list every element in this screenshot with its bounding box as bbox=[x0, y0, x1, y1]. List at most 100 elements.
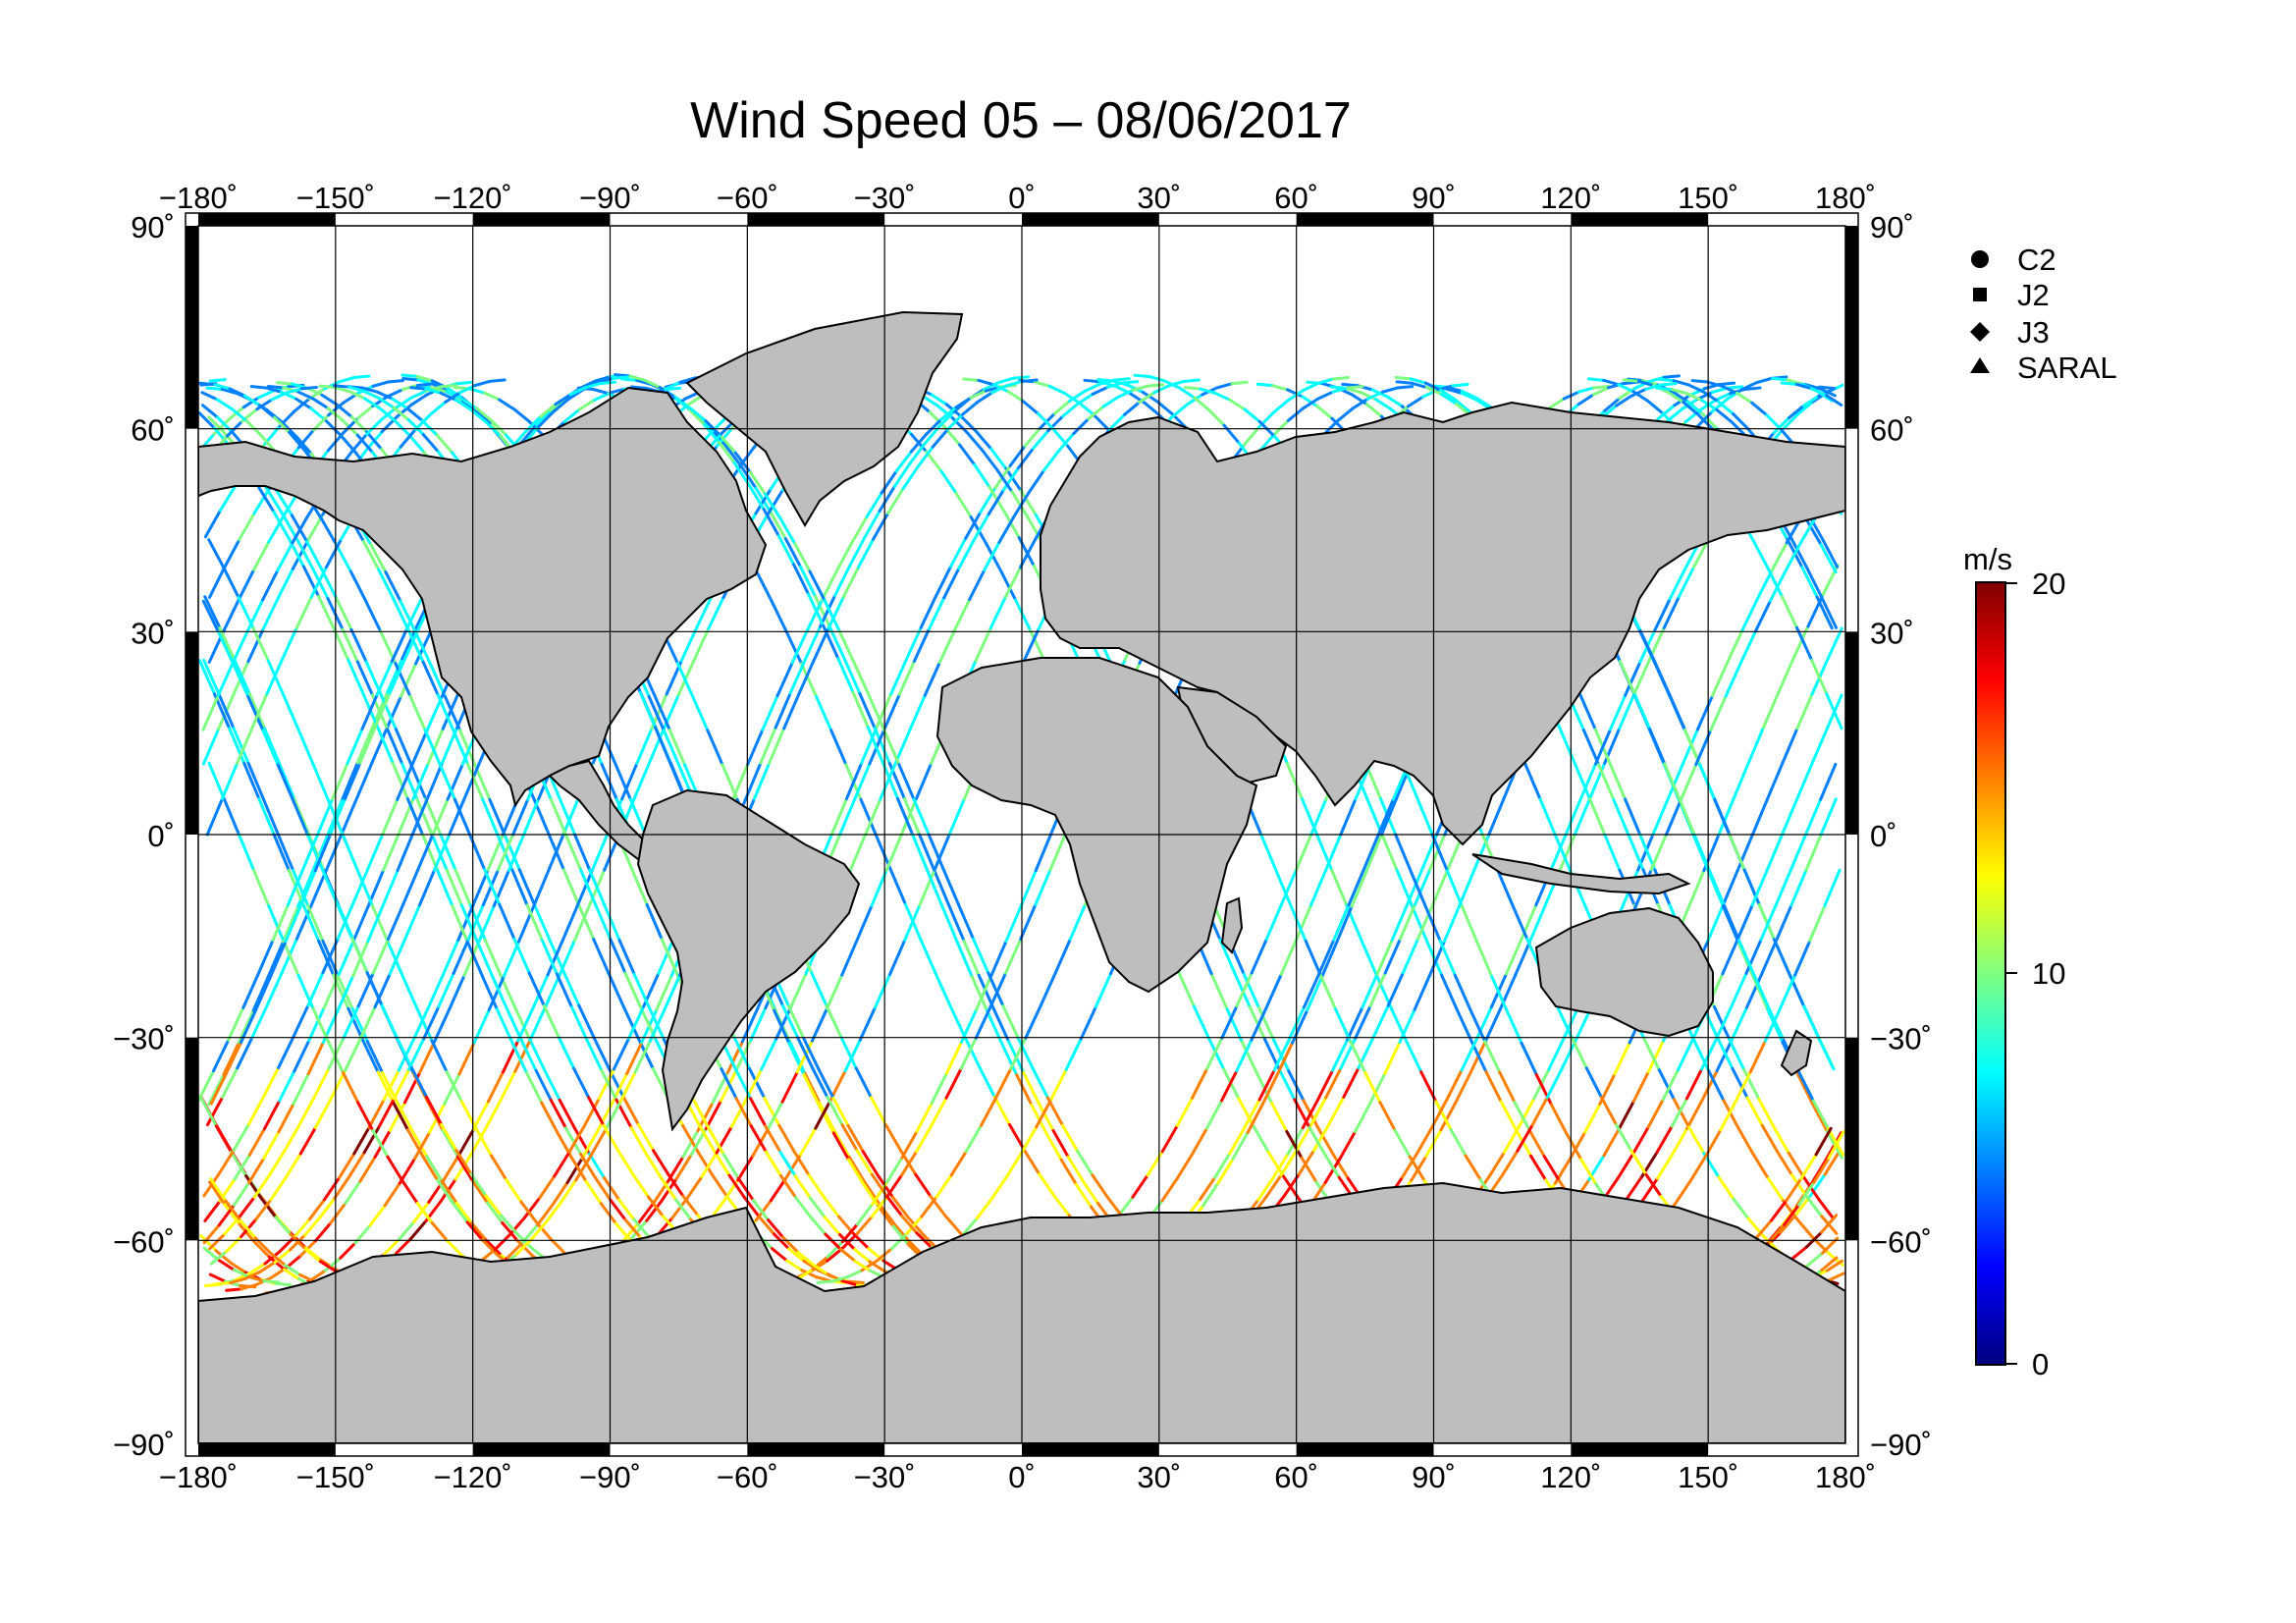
track-segment bbox=[890, 1232, 909, 1251]
track-segment bbox=[1045, 1096, 1065, 1127]
track-segment bbox=[925, 417, 943, 436]
track-segment bbox=[1331, 386, 1350, 394]
track-segment bbox=[815, 694, 833, 732]
track-segment bbox=[988, 595, 1007, 630]
track-segment bbox=[335, 403, 353, 419]
track-segment bbox=[1817, 1037, 1836, 1071]
track-segment bbox=[1806, 593, 1825, 628]
track-segment bbox=[347, 658, 365, 695]
track-segment bbox=[1020, 1125, 1039, 1155]
track-segment bbox=[1735, 903, 1754, 942]
track-segment bbox=[393, 418, 411, 437]
track-segment bbox=[761, 694, 779, 731]
track-segment bbox=[589, 1128, 608, 1158]
track-segment bbox=[663, 973, 682, 1010]
track-segment bbox=[454, 380, 473, 386]
track-segment bbox=[405, 1128, 425, 1158]
track-segment bbox=[625, 1041, 644, 1076]
track-segment bbox=[1789, 537, 1808, 568]
track-segment bbox=[962, 377, 981, 382]
track-segment bbox=[1431, 868, 1450, 906]
track-segment bbox=[1701, 390, 1720, 404]
track-segment bbox=[734, 1097, 753, 1128]
track-segment bbox=[376, 727, 395, 765]
track-segment bbox=[1745, 1096, 1764, 1127]
track-segment bbox=[1728, 833, 1746, 872]
track-segment bbox=[1434, 1100, 1453, 1131]
track-segment bbox=[1631, 1070, 1650, 1104]
track-segment bbox=[817, 1103, 835, 1135]
track-segment bbox=[736, 1154, 755, 1182]
track-segment bbox=[313, 833, 332, 873]
track-segment bbox=[417, 868, 437, 907]
track-segment bbox=[1553, 833, 1572, 872]
track-segment bbox=[644, 1152, 663, 1180]
track-segment bbox=[807, 1173, 826, 1199]
track-segment bbox=[1333, 1007, 1353, 1044]
track-segment bbox=[1671, 388, 1689, 396]
track-segment bbox=[1275, 1041, 1295, 1076]
track-segment bbox=[536, 1203, 555, 1226]
track-segment bbox=[1160, 1123, 1179, 1154]
track-segment bbox=[1011, 375, 1031, 380]
track-segment bbox=[1051, 427, 1070, 448]
track-segment bbox=[621, 1095, 640, 1126]
track-segment bbox=[1666, 762, 1684, 801]
track-segment bbox=[1780, 381, 1798, 386]
track-segment bbox=[1700, 399, 1719, 411]
track-segment bbox=[1819, 595, 1839, 629]
track-segment bbox=[513, 1039, 532, 1073]
track-segment bbox=[968, 568, 987, 602]
track-segment bbox=[729, 1097, 748, 1129]
track-segment bbox=[897, 763, 916, 801]
track-segment bbox=[1339, 797, 1358, 837]
track-segment bbox=[298, 1272, 317, 1283]
track-segment bbox=[462, 762, 481, 801]
track-segment bbox=[912, 627, 932, 663]
track-segment bbox=[845, 1269, 864, 1279]
track-segment bbox=[292, 868, 310, 908]
track-segment bbox=[460, 399, 479, 415]
colorbar: m/s 20 10 0 bbox=[1963, 542, 2065, 1381]
track-segment bbox=[1795, 692, 1814, 730]
track-segment bbox=[257, 486, 276, 514]
track-segment bbox=[1002, 510, 1021, 540]
track-segment bbox=[1573, 797, 1591, 837]
track-segment bbox=[1789, 1245, 1808, 1261]
track-segment bbox=[1668, 568, 1686, 601]
track-segment bbox=[645, 902, 664, 942]
track-segment bbox=[296, 973, 315, 1011]
track-segment bbox=[222, 1041, 240, 1076]
track-segment bbox=[1349, 1040, 1367, 1074]
track-segment bbox=[1346, 1005, 1364, 1042]
track-segment bbox=[930, 1071, 948, 1106]
track-segment bbox=[361, 1039, 380, 1074]
track-segment bbox=[1380, 833, 1399, 872]
track-segment bbox=[230, 406, 248, 423]
track-segment bbox=[386, 902, 405, 942]
track-segment bbox=[901, 464, 920, 491]
track-segment bbox=[915, 1102, 934, 1133]
track-segment bbox=[1193, 396, 1211, 412]
track-segment bbox=[543, 1068, 561, 1102]
track-segment bbox=[1368, 1072, 1387, 1106]
track-segment bbox=[293, 397, 311, 413]
track-segment bbox=[307, 1198, 327, 1221]
track-segment bbox=[1804, 516, 1823, 547]
track-segment bbox=[488, 378, 507, 383]
track-segment bbox=[1781, 727, 1799, 766]
longitude-tick-label: 150˚ bbox=[1678, 181, 1738, 215]
track-segment bbox=[229, 1150, 248, 1178]
track-segment bbox=[1141, 390, 1159, 404]
track-segment bbox=[1680, 763, 1698, 801]
track-segment bbox=[1818, 385, 1837, 391]
track-segment bbox=[928, 596, 946, 631]
track-segment bbox=[1260, 1072, 1279, 1107]
frame-segment bbox=[198, 1443, 336, 1456]
track-segment bbox=[368, 1204, 387, 1227]
track-segment bbox=[1670, 1097, 1688, 1128]
track-segment bbox=[856, 537, 876, 569]
track-segment bbox=[273, 415, 292, 434]
track-segment bbox=[822, 1195, 840, 1218]
map-area bbox=[198, 226, 1845, 1443]
